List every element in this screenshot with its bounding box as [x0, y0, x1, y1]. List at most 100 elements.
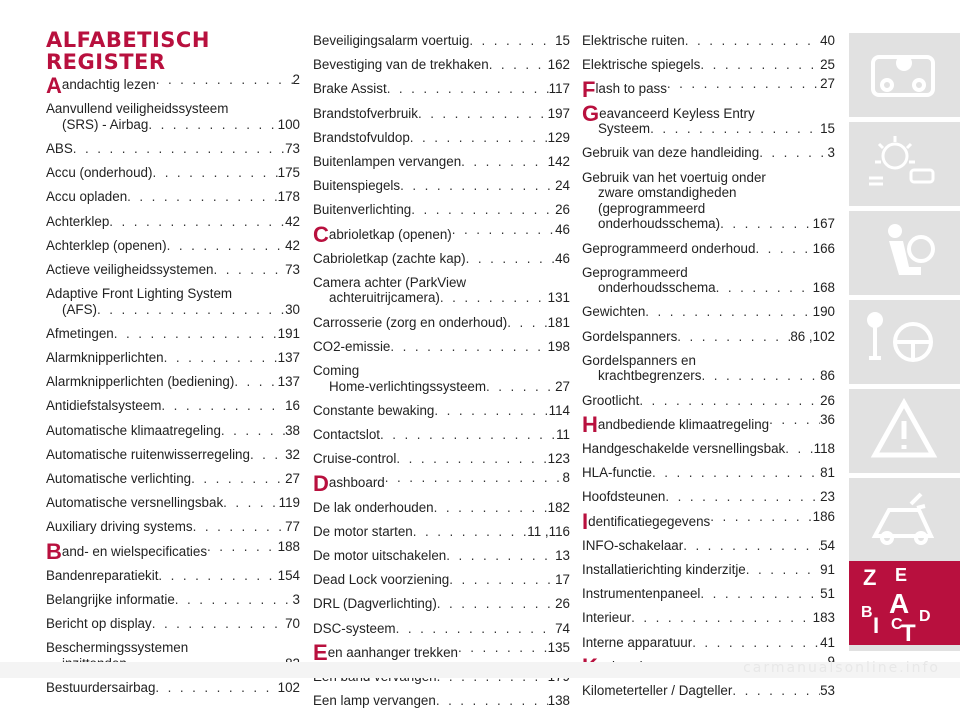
index-entry: Alarmknipperlichten (bediening) 137 [46, 374, 300, 390]
entry-line: Gordelspanners en [582, 353, 835, 369]
page-number[interactable]: 73 [285, 261, 300, 277]
page-number[interactable]: 32 [285, 446, 300, 462]
page-number[interactable]: 129 [547, 129, 570, 145]
section-letter: B [46, 539, 62, 565]
page-number[interactable]: 70 [285, 616, 300, 632]
dot-leader [701, 368, 820, 384]
page-number[interactable]: 3 [827, 145, 835, 161]
page-number[interactable]: 73 [285, 140, 300, 156]
page-number[interactable]: 42 [285, 237, 300, 253]
page-number[interactable]: 46 [555, 221, 570, 237]
page-number[interactable]: 24 [555, 178, 570, 194]
page-number[interactable]: 86 ,102 [790, 328, 835, 344]
page-number[interactable]: 123 [547, 451, 570, 467]
page-number[interactable]: 102 [277, 680, 300, 696]
page-number[interactable]: 26 [555, 596, 570, 612]
airbag-seat-icon [888, 224, 935, 275]
chapter-tab[interactable] [849, 211, 960, 295]
page-number[interactable]: 23 [820, 489, 835, 505]
page-number[interactable]: 181 [547, 314, 570, 330]
page-number[interactable]: 183 [812, 610, 835, 626]
page-number[interactable]: 114 [548, 402, 570, 418]
chapter-tab[interactable] [849, 300, 960, 384]
car-info-icon [871, 55, 935, 97]
page-number[interactable]: 13 [555, 547, 570, 563]
page-number[interactable]: 197 [547, 105, 570, 121]
page-number[interactable]: 30 [285, 301, 300, 317]
page-number[interactable]: 26 [555, 202, 570, 218]
entry-line: Handgeschakelde versnellingsbak 118 [582, 441, 835, 457]
index-entry: Automatische ruitenwisserregeling 32 [46, 447, 300, 463]
page-number[interactable]: 86 [820, 368, 835, 384]
page-number[interactable]: 38 [285, 422, 300, 438]
page-number[interactable]: 2 [292, 72, 300, 87]
page-number[interactable]: 77 [285, 519, 300, 535]
page-number[interactable]: 17 [555, 572, 570, 588]
page-number[interactable]: 40 [820, 33, 835, 48]
page-number[interactable]: 186 [812, 508, 835, 524]
page-number[interactable]: 54 [820, 537, 835, 553]
entry-text: Achterklep (openen) [46, 237, 167, 253]
page-number[interactable]: 154 [277, 567, 300, 583]
chapter-tab[interactable] [849, 33, 960, 117]
page-number[interactable]: 198 [547, 338, 570, 354]
page-number[interactable]: 11 [556, 427, 570, 442]
page-number[interactable]: 138 [547, 693, 570, 709]
page-number[interactable]: 137 [277, 350, 300, 366]
page-number[interactable]: 81 [820, 465, 835, 481]
page-number[interactable]: 166 [812, 240, 835, 256]
page-number[interactable]: 16 [285, 398, 300, 414]
page-number[interactable]: 46 [555, 250, 570, 266]
index-entry: Cabrioletkap (openen) 46 [313, 222, 570, 246]
page-number[interactable]: 168 [812, 280, 835, 296]
page-number[interactable]: 15 [820, 121, 835, 137]
dot-leader [410, 130, 548, 146]
page-number[interactable]: 135 [547, 639, 570, 655]
page-number[interactable]: 74 [555, 620, 570, 636]
entry-text: Bestuurdersairbag [46, 680, 156, 696]
page-number[interactable]: 182 [547, 499, 570, 515]
page-number[interactable]: 178 [277, 189, 300, 205]
chapter-tab[interactable] [849, 478, 960, 562]
page-number[interactable]: 188 [277, 538, 300, 554]
chapter-tab[interactable] [849, 389, 960, 473]
page-number[interactable]: 25 [820, 57, 835, 73]
page-number[interactable]: 117 [548, 81, 570, 97]
page-number[interactable]: 51 [820, 586, 835, 602]
page-number[interactable]: 11 ,116 [527, 523, 570, 539]
page-number[interactable]: 190 [812, 304, 835, 320]
page-number[interactable]: 100 [277, 116, 300, 132]
entry-line: Beveiligingsalarm voertuig 15 [313, 33, 570, 49]
page-number[interactable]: 142 [547, 153, 570, 169]
entry-line: Hoofdsteunen 23 [582, 489, 835, 505]
page-number[interactable]: 3 [292, 591, 300, 607]
page-number[interactable]: 15 [555, 33, 570, 48]
entry-line: Interieur 183 [582, 610, 835, 626]
page-number[interactable]: 162 [547, 57, 570, 73]
page-number[interactable]: 27 [285, 471, 300, 486]
chapter-tab[interactable] [849, 122, 960, 206]
page-number[interactable]: 119 [278, 495, 300, 511]
page-number[interactable]: 118 [813, 441, 835, 456]
page-number[interactable]: 53 [820, 682, 835, 698]
page-number[interactable]: 26 [820, 392, 835, 408]
title-line-1: ALFABETISCH [46, 28, 210, 52]
page-number[interactable]: 9 [828, 654, 835, 670]
entry-line: Buitenspiegels 24 [313, 178, 570, 194]
page-number[interactable]: 137 [277, 374, 300, 390]
index-entry: Afmetingen 191 [46, 326, 300, 342]
page-number[interactable]: 167 [812, 216, 835, 232]
page-number[interactable]: 8 [562, 470, 570, 486]
page-number[interactable]: 42 [285, 213, 300, 229]
entry-line: Automatische verlichting 27 [46, 471, 300, 487]
page-number[interactable]: 27 [555, 378, 570, 394]
page-number[interactable]: 36 [820, 411, 835, 427]
page-number[interactable]: 191 [277, 325, 300, 341]
page-number[interactable]: 175 [277, 165, 300, 181]
page-number[interactable]: 131 [547, 290, 570, 306]
page-number[interactable]: 41 [820, 634, 835, 650]
page-number[interactable]: 27 [820, 76, 835, 92]
page-number[interactable]: 91 [820, 561, 835, 577]
